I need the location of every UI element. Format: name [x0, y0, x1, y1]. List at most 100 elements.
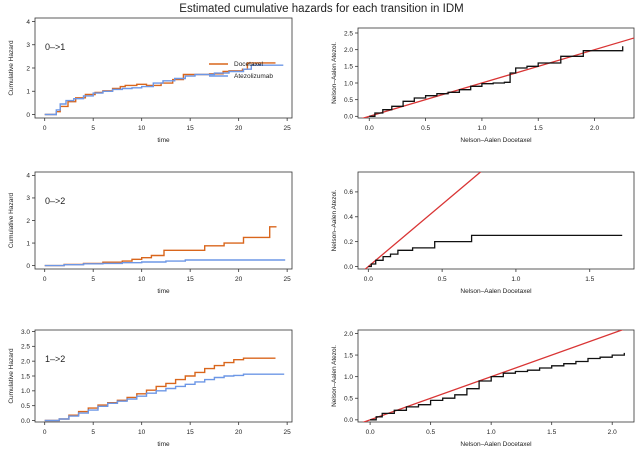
y-tick-label: 3.0	[21, 329, 30, 336]
x-tick-label: 25	[284, 276, 292, 283]
y-tick-label: 2	[26, 218, 30, 225]
y-tick-label: 0.2	[344, 239, 353, 246]
legend-label: Docetaxel	[234, 61, 263, 68]
y-tick-label: 1.0	[344, 374, 353, 381]
y-tick-label: 0.5	[21, 403, 30, 410]
x-axis-label: time	[157, 288, 170, 295]
x-axis-label: Nelson–Aalen Docetaxel	[460, 288, 532, 295]
y-tick-label: 1	[26, 89, 30, 96]
transition-annotation: 1–>2	[45, 354, 65, 364]
y-tick-label: 0.0	[344, 264, 353, 271]
x-tick-label: 10	[138, 429, 146, 436]
x-tick-label: 0.0	[364, 276, 373, 283]
y-tick-label: 4	[26, 19, 30, 26]
x-tick-label: 5	[91, 429, 95, 436]
x-tick-label: 0.5	[438, 276, 447, 283]
y-tick-label: 1.5	[344, 64, 353, 71]
x-tick-label: 2.0	[590, 125, 599, 132]
y-tick-label: 3	[26, 195, 30, 202]
page-title: Estimated cumulative hazards for each tr…	[179, 3, 464, 15]
series-line-atezolizumab	[44, 64, 284, 116]
y-axis-label: Cumulative Hazard	[8, 192, 15, 248]
identity-line	[364, 172, 482, 269]
x-tick-label: 20	[235, 429, 243, 436]
y-tick-label: 2.0	[344, 331, 353, 338]
x-tick-label: 1.0	[477, 125, 486, 132]
y-tick-label: 0.0	[344, 114, 353, 121]
x-tick-label: 15	[187, 429, 195, 436]
series-line-docetaxel	[44, 357, 276, 422]
x-tick-label: 1.5	[534, 125, 543, 132]
x-axis-label: time	[157, 441, 170, 448]
chart-panel-6: 0.0 0.5 1.0 1.5 2.0 0.0 0.5 1.0 1.5 2.0 Nelson–Aal…	[331, 329, 635, 448]
chart-panel-5: 0 5 10 15 20 25 0.0 0.5 1.0 1.5 2.0 2.5 3.0 time Cumul…	[8, 329, 293, 448]
y-tick-label: 2.0	[21, 358, 30, 365]
x-tick-label: 25	[284, 429, 292, 436]
series-line-nelson-aalen	[370, 352, 625, 421]
series-line-atezolizumab	[44, 373, 285, 422]
series-line-nelson-aalen	[369, 46, 624, 117]
x-tick-label: 20	[235, 276, 243, 283]
plot-frame	[357, 329, 635, 423]
y-tick-label: 0.5	[344, 396, 353, 403]
x-tick-label: 0	[43, 276, 47, 283]
x-axis-label: Nelson–Aalen Docetaxel	[460, 441, 532, 448]
x-axis-label: time	[157, 137, 170, 144]
x-tick-label: 1.0	[487, 429, 496, 436]
y-tick-label: 0.0	[21, 418, 30, 425]
series-line-docetaxel	[44, 62, 276, 116]
x-tick-label: 0.5	[426, 429, 435, 436]
plot-frame	[357, 171, 635, 270]
y-axis-label: Cumulative Hazard	[8, 40, 15, 96]
plot-frame	[34, 329, 293, 423]
x-axis-label: Nelson–Aalen Docetaxel	[460, 137, 532, 144]
plot-frame	[357, 27, 635, 119]
y-tick-label: 1.0	[344, 80, 353, 87]
y-tick-label: 2.5	[344, 30, 353, 37]
y-tick-label: 0.5	[344, 97, 353, 104]
x-tick-label: 10	[138, 125, 146, 132]
y-tick-label: 4	[26, 173, 30, 180]
x-tick-label: 10	[138, 276, 146, 283]
y-tick-label: 1.5	[344, 352, 353, 359]
series-line-nelson-aalen	[368, 234, 623, 268]
y-tick-label: 0.4	[344, 214, 353, 221]
y-axis-label: Nelson–Aalen Atezol.	[331, 345, 338, 407]
x-tick-label: 0.0	[366, 429, 375, 436]
y-tick-label: 1.5	[21, 373, 30, 380]
transition-annotation: 0–>2	[45, 196, 65, 206]
y-tick-label: 2.0	[344, 47, 353, 54]
chart-panel-4: 0.0 0.5 1.0 1.5 0.0 0.2 0.4 0.6 Nelson–Aalen Doc…	[331, 171, 635, 295]
y-axis-label: Cumulative Hazard	[8, 348, 15, 404]
x-tick-label: 5	[91, 125, 95, 132]
identity-line	[362, 330, 624, 422]
x-tick-label: 0	[43, 429, 47, 436]
x-tick-label: 25	[284, 125, 292, 132]
x-tick-label: 0.0	[365, 125, 374, 132]
y-tick-label: 0.0	[344, 417, 353, 424]
legend-label: Atezolizumab	[234, 73, 273, 80]
y-axis-label: Nelson–Aalen Atezol.	[331, 42, 338, 104]
chart-panel-2: 0.0 0.5 1.0 1.5 2.0 0.0 0.5 1.0 1.5 2.0 2.5 Nelson–…	[331, 27, 635, 144]
x-tick-label: 1.0	[511, 276, 520, 283]
chart-panel-1: 0 5 10 15 20 25 0 1 2 3 4 time Cumulative Hazard 0–>1…	[8, 17, 293, 144]
y-tick-label: 2.5	[21, 344, 30, 351]
y-tick-label: 0	[26, 263, 30, 270]
x-tick-label: 5	[91, 276, 95, 283]
y-tick-label: 1	[26, 240, 30, 247]
x-tick-label: 20	[235, 125, 243, 132]
x-tick-label: 15	[187, 125, 195, 132]
y-tick-label: 0	[26, 112, 30, 119]
chart-panel-3: 0 5 10 15 20 25 0 1 2 3 4 time Cumulative Hazard 0–>2	[8, 171, 293, 295]
y-tick-label: 3	[26, 42, 30, 49]
transition-annotation: 0–>1	[45, 42, 65, 52]
x-tick-label: 2.0	[608, 429, 617, 436]
x-tick-label: 15	[187, 276, 195, 283]
y-tick-label: 1.0	[21, 388, 30, 395]
x-tick-label: 1.5	[585, 276, 594, 283]
y-tick-label: 2	[26, 65, 30, 72]
y-axis-label: Nelson–Aalen Atezol.	[331, 189, 338, 251]
y-tick-label: 0.6	[344, 189, 353, 196]
x-tick-label: 0.5	[421, 125, 430, 132]
